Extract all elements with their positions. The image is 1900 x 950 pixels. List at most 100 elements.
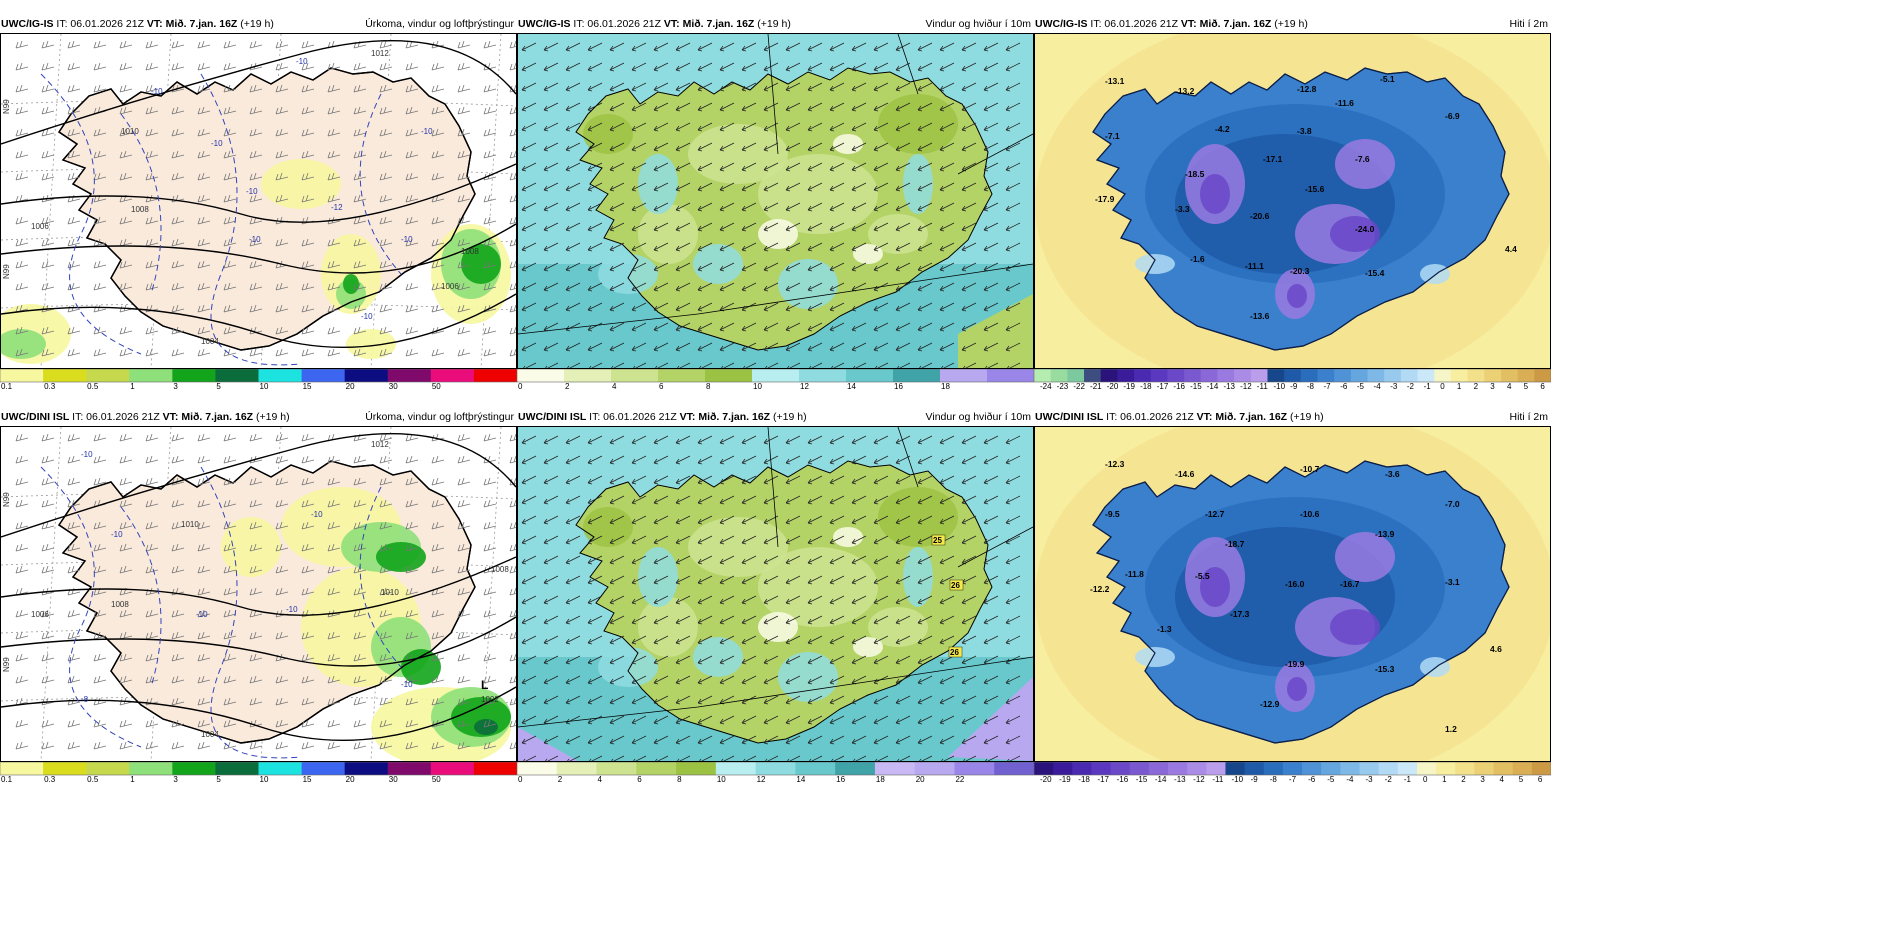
temperature-contour-label: -10	[81, 450, 93, 459]
colorbar-tick-label: -17	[1097, 775, 1109, 783]
colorbar-legend: -24 -23 -22 -21 -20 -19 -18 -17 -16 -15 -14 -13 -12-…	[1034, 369, 1551, 390]
lead-time: (+19 h)	[1287, 411, 1324, 423]
colorbar-swatch	[1416, 762, 1437, 775]
temperature-point-label: -11.1	[1245, 261, 1264, 271]
colorbar-tick-label: -21	[1090, 382, 1102, 390]
colorbar-swatch	[215, 369, 259, 382]
colorbar-swatch	[473, 369, 517, 382]
lead-time: (+19 h)	[253, 411, 290, 423]
colorbar-tick-label: -3	[1366, 775, 1374, 783]
temperature-point-label: -12.7	[1205, 509, 1225, 519]
model-name: UWC/IG-IS	[518, 18, 571, 30]
temperature-point-label: -13.1	[1105, 76, 1125, 86]
colorbar-swatch	[705, 369, 753, 382]
colorbar-tick-label: 20	[916, 775, 925, 783]
colorbar-tick-label: -4	[1346, 775, 1354, 783]
temperature-point-label: -13.6	[1250, 311, 1270, 321]
colorbar-tick-label: -9	[1251, 775, 1259, 783]
valid-time: VT: Mið. 7.jan. 16Z	[663, 18, 755, 30]
colorbar-swatch	[1067, 369, 1085, 382]
colorbar-tick-label: 20	[346, 382, 355, 390]
colorbar-tick-label: 18	[941, 382, 950, 390]
colorbar-swatch	[715, 762, 757, 775]
temperature-point-label: -11.6	[1335, 98, 1354, 108]
colorbar-tick-label: 1	[130, 382, 135, 390]
temperature-contour-label: -10	[246, 187, 258, 196]
low-pressure-marker: L	[481, 678, 488, 692]
panel-top-precip: UWC/IG-IS IT: 06.01.2026 21Z VT: Mið. 7.…	[0, 15, 517, 390]
colorbar-swatch	[301, 369, 346, 382]
colorbar-tick-label: -7	[1289, 775, 1297, 783]
colorbar-swatch	[994, 762, 1034, 775]
colorbar-swatch	[1225, 762, 1246, 775]
colorbar-swatch	[43, 369, 87, 382]
colorbar-swatch	[43, 762, 87, 775]
panel-bottom-temp: UWC/DINI ISL IT: 06.01.2026 21Z VT: Mið.…	[1034, 408, 1551, 783]
colorbar-tick-label: 4	[1507, 382, 1512, 390]
valid-time: VT: Mið. 7.jan. 16Z	[1196, 411, 1288, 423]
isobar-label: 1010	[121, 127, 139, 136]
colorbar-swatch	[1250, 369, 1268, 382]
temperature-point-label: -13.9	[1375, 529, 1395, 539]
colorbar-swatch	[430, 369, 475, 382]
colorbar-tick-label: -16	[1117, 775, 1129, 783]
panel-title: Hiti í 2m	[1509, 18, 1548, 30]
temperature-point-label: -19.9	[1285, 659, 1305, 669]
colorbar-swatch	[1455, 762, 1475, 775]
temperature-point-label: -15.4	[1365, 268, 1385, 278]
latitude-label: N99	[2, 264, 11, 279]
colorbar-swatch	[473, 762, 517, 775]
colorbar-tick-label: -6	[1340, 382, 1348, 390]
colorbar-swatch	[1367, 369, 1385, 382]
colorbar-tick-label: -23	[1057, 382, 1069, 390]
colorbar-swatch	[914, 762, 955, 775]
colorbar-legend: 0 2 4 6 8 10 12 14 16 18	[517, 369, 1034, 390]
colorbar-swatch	[1034, 762, 1054, 775]
colorbar-tick-label: 6	[659, 382, 664, 390]
colorbar-swatch	[1110, 762, 1131, 775]
colorbar-swatch	[1234, 369, 1252, 382]
colorbar-tick-label: 0.3	[44, 775, 56, 783]
colorbar-swatch	[1321, 762, 1341, 775]
colorbar-swatch	[1512, 762, 1533, 775]
temperature-point-label: 1.2	[1445, 724, 1457, 734]
colorbar-tick-label: -2	[1385, 775, 1393, 783]
colorbar-tick-label: -1	[1404, 775, 1412, 783]
colorbar-tick-label: 0.1	[1, 775, 13, 783]
map-image	[517, 33, 1034, 369]
temperature-contour-label: -12	[331, 203, 343, 212]
isobar-label: 1008	[111, 600, 129, 609]
colorbar-swatch	[1450, 369, 1469, 382]
colorbar-tick-label: -13	[1223, 382, 1235, 390]
colorbar-tick-label: -10	[1273, 382, 1285, 390]
init-time: IT: 06.01.2026 21Z	[570, 18, 664, 30]
colorbar-tick-label: -12	[1240, 382, 1252, 390]
colorbar-swatch	[1244, 762, 1265, 775]
colorbar-tick-label: -6	[1308, 775, 1316, 783]
colorbar-swatch	[1302, 762, 1322, 775]
colorbar-swatch	[658, 369, 706, 382]
colorbar-swatch	[344, 369, 389, 382]
temperature-point-label: -20.3	[1290, 266, 1310, 276]
colorbar-tick-label: 18	[876, 775, 885, 783]
colorbar-swatch	[1400, 369, 1419, 382]
colorbar-swatch	[86, 762, 130, 775]
colorbar-swatch	[556, 762, 598, 775]
colorbar-swatch	[1129, 762, 1150, 775]
colorbar-swatch	[301, 762, 346, 775]
colorbar-swatch	[1150, 369, 1168, 382]
temperature-point-label: -3.1	[1445, 577, 1460, 587]
colorbar-swatch	[1267, 369, 1285, 382]
panel-title: Vindur og hviður í 10m	[925, 18, 1031, 30]
temperature-contour-label: -10	[361, 312, 373, 321]
colorbar-tick-label: 30	[389, 382, 398, 390]
colorbar-swatch	[795, 762, 836, 775]
colorbar-tick-label: 3	[173, 382, 178, 390]
colorbar-swatch	[954, 762, 995, 775]
colorbar-tick-label: 8	[677, 775, 682, 783]
colorbar-swatch	[893, 369, 941, 382]
temperature-contour-label: -10	[211, 139, 223, 148]
lead-time: (+19 h)	[754, 18, 791, 30]
colorbar-swatch	[215, 762, 259, 775]
init-time: IT: 06.01.2026 21Z	[586, 411, 680, 423]
